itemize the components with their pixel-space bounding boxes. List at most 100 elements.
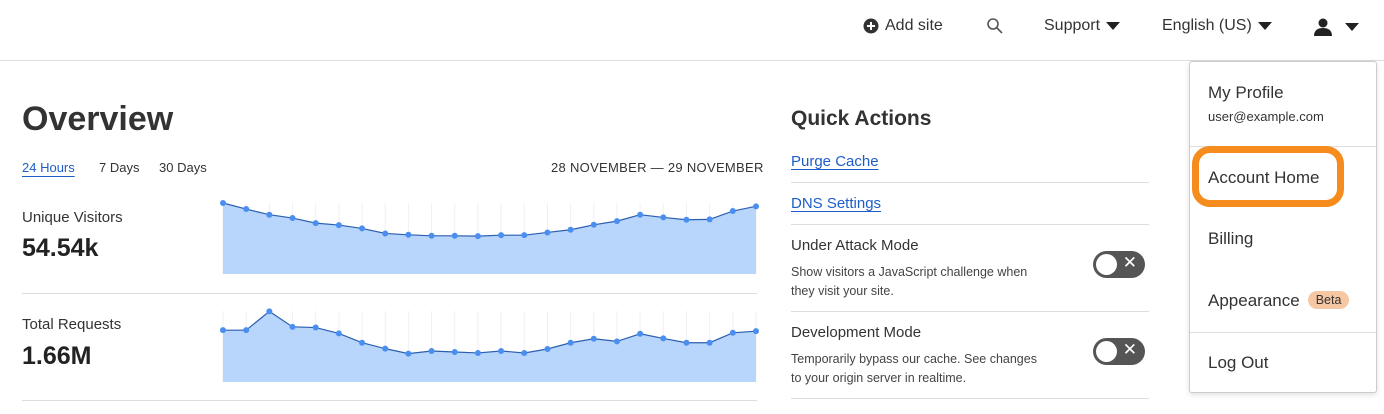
data-point: [660, 214, 667, 221]
range-24h[interactable]: 24 Hours: [22, 160, 75, 175]
add-site-button[interactable]: Add site: [863, 17, 943, 35]
data-point: [266, 308, 273, 315]
data-point: [359, 339, 366, 346]
under-attack-toggle[interactable]: ✕: [1093, 251, 1145, 278]
menu-item-account-home[interactable]: Account Home: [1208, 168, 1320, 187]
data-point: [544, 345, 551, 352]
data-point: [266, 211, 273, 218]
data-point: [243, 327, 250, 334]
toggle-description: Show visitors a JavaScript challenge whe…: [791, 265, 1028, 298]
total-requests-chart: [220, 308, 759, 382]
date-range: 28 NOVEMBER — 29 NOVEMBER: [551, 160, 764, 175]
data-point: [451, 348, 458, 355]
data-point: [567, 226, 574, 233]
toggle-title: Development Mode: [791, 324, 922, 341]
data-point: [753, 328, 759, 335]
data-point: [637, 211, 644, 218]
data-point: [312, 324, 319, 331]
user-menu-button[interactable]: [1313, 17, 1359, 37]
data-point: [753, 203, 759, 210]
data-point: [382, 345, 389, 352]
caret-down-icon: [1345, 23, 1359, 31]
data-point: [521, 349, 528, 356]
page-title: Overview: [22, 100, 174, 138]
data-point: [590, 221, 597, 228]
data-point: [405, 231, 412, 238]
data-point: [312, 220, 319, 227]
data-point: [451, 232, 458, 239]
data-point: [521, 232, 528, 239]
data-point: [243, 206, 250, 213]
support-label: Support: [1044, 17, 1101, 34]
data-point: [498, 232, 505, 239]
data-point: [474, 233, 481, 240]
toggle-title: Under Attack Mode: [791, 237, 919, 254]
dns-settings-link[interactable]: DNS Settings: [791, 195, 882, 212]
development-mode-toggle[interactable]: ✕: [1093, 338, 1145, 365]
menu-item-my-profile[interactable]: My Profile: [1208, 83, 1284, 102]
divider: [791, 224, 1149, 225]
area-fill: [223, 203, 756, 274]
data-point: [359, 225, 366, 232]
data-point: [498, 347, 505, 354]
data-point: [613, 218, 620, 225]
area-fill: [223, 311, 756, 382]
data-point: [289, 215, 296, 222]
divider: [22, 400, 757, 401]
plus-circle-icon: [863, 18, 879, 34]
user-dropdown-menu: My Profile user@example.com Account Home…: [1189, 61, 1377, 393]
menu-item-log-out[interactable]: Log Out: [1208, 353, 1269, 372]
data-point: [729, 329, 736, 336]
search-icon: [987, 18, 1003, 34]
language-dropdown[interactable]: English (US): [1162, 17, 1272, 35]
metric-value: 1.66M: [22, 342, 92, 370]
appearance-label: Appearance: [1208, 291, 1300, 310]
divider: [791, 311, 1149, 312]
user-email: user@example.com: [1208, 109, 1324, 124]
caret-down-icon: [1106, 22, 1121, 30]
toggle-description: Temporarily bypass our cache. See change…: [791, 352, 1037, 385]
purge-cache-link[interactable]: Purge Cache: [791, 153, 879, 170]
close-icon: ✕: [1122, 253, 1137, 272]
beta-badge: Beta: [1307, 291, 1350, 309]
user-icon: [1314, 18, 1332, 36]
data-point: [683, 216, 690, 223]
top-bar: Add site Support English (US): [0, 0, 1384, 61]
data-point: [544, 229, 551, 236]
data-point: [428, 347, 435, 354]
data-point: [382, 230, 389, 237]
unique-visitors-chart: [220, 200, 759, 274]
menu-item-billing[interactable]: Billing: [1208, 229, 1254, 248]
quick-actions-title: Quick Actions: [791, 107, 932, 130]
divider: [791, 398, 1149, 399]
metric-label: Total Requests: [22, 316, 122, 333]
menu-item-appearance[interactable]: Appearance Beta: [1208, 291, 1350, 311]
metric-label: Unique Visitors: [22, 209, 123, 226]
divider: [22, 293, 757, 294]
data-point: [474, 349, 481, 356]
caret-down-icon: [1257, 22, 1272, 30]
divider: [1190, 332, 1376, 333]
series-line: [223, 310, 757, 355]
search-button[interactable]: [986, 17, 1004, 35]
data-point: [706, 339, 713, 346]
data-point: [637, 330, 644, 337]
language-label: English (US): [1162, 17, 1252, 34]
data-point: [706, 216, 713, 223]
data-point: [335, 222, 342, 229]
close-icon: ✕: [1122, 340, 1137, 359]
support-dropdown[interactable]: Support: [1044, 17, 1121, 35]
range-7d[interactable]: 7 Days: [99, 160, 140, 175]
data-point: [405, 350, 412, 357]
data-point: [289, 323, 296, 330]
highlight-annotation: [1192, 146, 1344, 207]
add-site-label: Add site: [885, 17, 943, 34]
data-point: [729, 208, 736, 215]
range-30d[interactable]: 30 Days: [159, 160, 207, 175]
toggle-knob: [1096, 341, 1117, 362]
data-point: [220, 327, 226, 334]
data-point: [220, 200, 226, 206]
data-point: [567, 339, 574, 346]
divider: [791, 182, 1149, 183]
data-point: [613, 338, 620, 345]
